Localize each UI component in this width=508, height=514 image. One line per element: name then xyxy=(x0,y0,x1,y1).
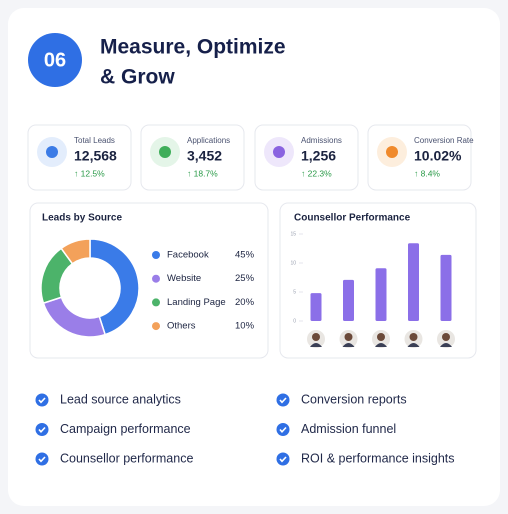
panel-title: Counsellor Performance xyxy=(294,213,411,224)
bar xyxy=(408,243,419,321)
check-mark xyxy=(38,426,46,433)
avatar-body xyxy=(440,343,452,347)
bar xyxy=(440,254,452,321)
feature-text: Counsellor performance xyxy=(60,451,193,465)
avatar-head xyxy=(312,333,320,341)
step-number: 06 xyxy=(44,49,66,71)
kpi-label: Admissions xyxy=(301,136,342,145)
avatar-body xyxy=(375,343,387,347)
avatar-head xyxy=(409,333,418,341)
y-tick-label: 15 xyxy=(290,231,296,237)
check-mark xyxy=(38,456,46,463)
avatar-body xyxy=(342,343,355,347)
step-badge xyxy=(28,33,82,87)
bar xyxy=(343,279,354,321)
check-icon xyxy=(35,393,49,407)
legend-value: 10% xyxy=(235,321,255,332)
kpi-label: Applications xyxy=(187,136,230,145)
kpi-label: Total Leads xyxy=(74,136,115,145)
check-icon xyxy=(276,423,290,436)
avatar-head xyxy=(377,333,385,341)
kpi-value: 12,568 xyxy=(74,148,117,164)
legend-label: Facebook xyxy=(167,250,209,261)
legend-dot xyxy=(152,322,160,331)
kpi-icon xyxy=(159,146,171,158)
kpi-icon xyxy=(273,146,285,158)
panel-title: Leads by Source xyxy=(42,213,122,224)
legend-value: 20% xyxy=(235,297,255,308)
legend-dot xyxy=(152,274,160,283)
legend-dot xyxy=(152,298,160,307)
panel xyxy=(29,202,269,359)
kpi-change: ↑ 12.5% xyxy=(74,168,105,178)
avatar-body xyxy=(310,343,322,347)
check-mark xyxy=(279,426,287,433)
y-tick-label: 5 xyxy=(293,289,296,295)
kpi-icon xyxy=(386,146,398,158)
kpi-value: 1,256 xyxy=(301,148,336,164)
legend-label: Others xyxy=(167,321,196,332)
kpi-value: 10.02% xyxy=(414,148,462,164)
check-icon xyxy=(276,452,290,466)
title-line: Measure, Optimize xyxy=(100,36,286,59)
legend-value: 45% xyxy=(235,250,255,261)
feature-text: Campaign performance xyxy=(60,422,191,436)
legend-label: Landing Page xyxy=(167,297,226,308)
legend-value: 25% xyxy=(235,273,255,284)
title-line: & Grow xyxy=(100,66,175,89)
kpi-label: Conversion Rate xyxy=(414,136,474,145)
y-tick-label: 0 xyxy=(293,318,296,324)
kpi-change: ↑ 8.4% xyxy=(414,168,440,178)
avatar-head xyxy=(442,333,450,341)
legend-dot xyxy=(152,251,160,259)
avatar-head xyxy=(344,333,353,341)
feature-text: ROI & performance insights xyxy=(301,451,455,465)
avatar-body xyxy=(407,343,420,347)
feature-text: Lead source analytics xyxy=(60,392,181,406)
bar xyxy=(310,293,322,321)
donut-slice xyxy=(89,238,140,336)
check-icon xyxy=(35,452,49,466)
y-tick-label: 10 xyxy=(290,260,296,266)
bar xyxy=(375,268,387,321)
kpi-value: 3,452 xyxy=(187,148,222,164)
kpi-change: ↑ 22.3% xyxy=(301,168,332,178)
check-icon xyxy=(35,423,49,436)
kpi-icon xyxy=(46,146,58,158)
check-icon xyxy=(276,393,290,407)
donut-slice xyxy=(60,238,91,265)
feature-text: Admission funnel xyxy=(301,422,396,436)
kpi-change: ↑ 18.7% xyxy=(187,168,218,178)
feature-text: Conversion reports xyxy=(301,392,407,406)
check-mark xyxy=(38,397,46,404)
check-mark xyxy=(279,397,287,404)
check-mark xyxy=(279,456,287,463)
legend-label: Website xyxy=(167,273,201,284)
